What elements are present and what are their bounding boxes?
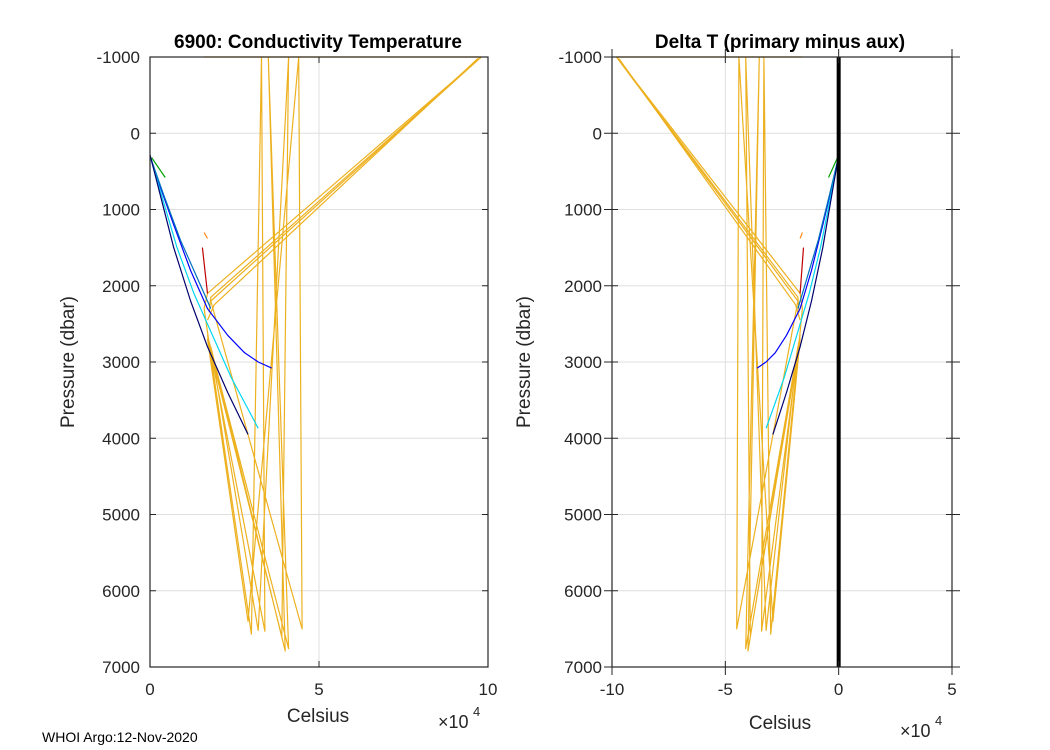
right-ticks: -1000 0 1000 2000 3000 4000 5000 6000 7000 -10 -5 0… xyxy=(559,48,960,699)
left-ytick-label: 3000 xyxy=(102,353,140,372)
right-series-yellow-spikes xyxy=(615,56,804,652)
left-x-multiplier-base: ×10 xyxy=(438,712,469,732)
right-series-group xyxy=(615,56,840,652)
right-ytick-label: 1000 xyxy=(564,201,602,220)
left-ytick-label: 4000 xyxy=(102,429,140,448)
left-xtick-label: 5 xyxy=(314,680,323,699)
left-series-cyan xyxy=(149,155,259,429)
right-ylabel: Pressure (dbar) xyxy=(514,296,535,428)
right-xtick-label: -5 xyxy=(718,680,733,699)
right-axes: -1000 0 1000 2000 3000 4000 5000 6000 7000 -10 -5 0… xyxy=(514,32,960,741)
left-series-yellow-diagonal-b xyxy=(206,58,479,321)
left-series-group xyxy=(149,56,482,652)
right-ytick-label: 3000 xyxy=(564,353,602,372)
right-ytick-label: 7000 xyxy=(564,658,602,677)
right-series-light-blue xyxy=(797,155,840,309)
left-ytick-label: 6000 xyxy=(102,582,140,601)
left-ytick-label: 5000 xyxy=(102,506,140,525)
right-ytick-label: 5000 xyxy=(564,506,602,525)
right-ytick-label: 4000 xyxy=(564,429,602,448)
left-title: 6900: Conductivity Temperature xyxy=(174,32,462,53)
right-series-cyan xyxy=(765,155,840,429)
left-series-light-blue xyxy=(149,155,212,309)
right-ytick-label: 2000 xyxy=(564,277,602,296)
left-series-green xyxy=(151,157,166,178)
left-series-orange xyxy=(203,232,209,239)
left-ytick-label: 2000 xyxy=(102,277,140,296)
left-xtick-label: 0 xyxy=(145,680,154,699)
left-series-yellow-spikes xyxy=(203,56,482,652)
right-x-multiplier-base: ×10 xyxy=(900,721,931,741)
right-series-navy xyxy=(772,154,840,435)
right-xtick-label: -10 xyxy=(600,680,625,699)
right-xtick-label: 0 xyxy=(834,680,843,699)
right-ytick-label: -1000 xyxy=(559,48,602,67)
left-ylabel: Pressure (dbar) xyxy=(58,296,79,428)
left-series-navy xyxy=(149,154,249,435)
left-ytick-label: 1000 xyxy=(102,201,140,220)
left-x-multiplier-exp: 4 xyxy=(473,704,480,719)
left-ticks: -1000 0 1000 2000 3000 4000 5000 6000 7000 0 5 10 xyxy=(97,48,498,699)
right-series-yellow-diagonal-b xyxy=(618,58,801,321)
footer-text: WHOI Argo:12-Nov-2020 xyxy=(42,729,198,745)
left-xtick-label: 10 xyxy=(479,680,498,699)
left-ytick-label: 7000 xyxy=(102,658,140,677)
right-title: Delta T (primary minus aux) xyxy=(655,32,905,53)
right-ytick-label: 6000 xyxy=(564,582,602,601)
left-series-blue xyxy=(149,155,272,369)
right-xlabel: Celsius xyxy=(749,713,811,734)
left-axes: -1000 0 1000 2000 3000 4000 5000 6000 7000 0 5 10 6… xyxy=(58,32,497,732)
right-ytick-label: 0 xyxy=(593,124,602,143)
left-ytick-label: -1000 xyxy=(97,48,140,67)
right-series-orange xyxy=(799,232,803,239)
left-x-multiplier: ×10 4 xyxy=(438,704,480,732)
left-xlabel: Celsius xyxy=(287,706,349,727)
right-x-multiplier: ×10 4 xyxy=(900,713,942,741)
left-series-red xyxy=(201,247,209,294)
right-x-multiplier-exp: 4 xyxy=(935,713,942,728)
right-series-green xyxy=(827,157,839,178)
right-series-red xyxy=(799,247,805,294)
left-ytick-label: 0 xyxy=(131,124,140,143)
right-xtick-label: 5 xyxy=(947,680,956,699)
